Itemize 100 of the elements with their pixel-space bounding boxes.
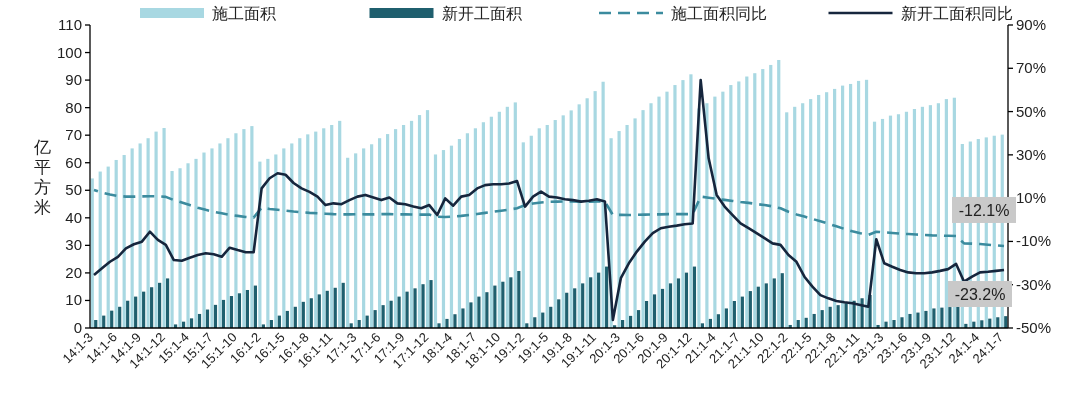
bar (644, 301, 649, 328)
bar (681, 80, 685, 328)
bar (673, 85, 677, 328)
bar (801, 103, 805, 328)
legend-label: 新开工面积 (441, 5, 522, 22)
bar (126, 300, 130, 328)
bar (413, 288, 417, 328)
bar (114, 159, 118, 328)
bar (748, 291, 752, 328)
bar (170, 170, 174, 328)
bar (565, 292, 569, 328)
bar (777, 59, 781, 328)
bar (924, 310, 928, 328)
bar (142, 291, 146, 328)
bar (509, 277, 513, 328)
bar (162, 128, 166, 328)
bar (772, 278, 776, 328)
bar (306, 134, 310, 328)
bar (908, 313, 912, 328)
y-tick-label: 0 (73, 319, 82, 336)
bar (314, 131, 318, 328)
bar (282, 148, 286, 328)
bar (676, 278, 681, 328)
bar (469, 302, 473, 328)
bar (928, 105, 933, 328)
bar (769, 64, 773, 328)
bar (517, 270, 521, 328)
bar (505, 106, 509, 328)
bar (405, 291, 409, 328)
bar (146, 138, 150, 328)
bar (569, 110, 573, 328)
bar (501, 281, 505, 328)
bar (753, 73, 757, 328)
bar (253, 285, 257, 328)
bar (409, 120, 414, 328)
bar (130, 148, 134, 328)
bar (657, 96, 661, 328)
legend-label: 施工面积同比 (671, 5, 767, 22)
bar (888, 115, 893, 328)
y-tick-label: 50 (65, 181, 82, 199)
bar (362, 148, 366, 328)
bar (665, 91, 669, 328)
bar (477, 296, 481, 328)
bar (761, 69, 765, 328)
bar (652, 294, 657, 328)
bar (317, 294, 321, 328)
bar (625, 124, 629, 328)
bar (266, 158, 270, 328)
bar (856, 80, 861, 328)
bar (497, 111, 501, 328)
y-tick-label: 10 (65, 291, 82, 309)
bar (165, 278, 170, 328)
bar (884, 321, 888, 328)
bar (202, 152, 206, 328)
y-tick-label: 100 (56, 43, 82, 61)
bar (729, 85, 733, 328)
bar (721, 91, 725, 328)
bar (445, 318, 449, 328)
y2-tick-label: -50% (1016, 319, 1052, 336)
bar (333, 287, 337, 328)
bar (210, 148, 214, 328)
y2-tick-label: -10% (1016, 232, 1052, 250)
bar (234, 133, 238, 328)
bar (346, 157, 350, 328)
bar (793, 106, 797, 328)
annotation: -12.1% (958, 201, 1010, 219)
bar (341, 282, 345, 328)
y-tick-label: 90 (65, 71, 82, 89)
bar (138, 143, 142, 328)
bar (178, 168, 182, 328)
bar (573, 288, 577, 328)
bar (513, 102, 517, 328)
bar (825, 92, 829, 328)
legend-label: 新开工面积同比 (900, 5, 1013, 22)
bar (649, 103, 653, 328)
bar (397, 296, 401, 328)
bar (529, 135, 533, 328)
bar (553, 120, 557, 328)
bar (836, 305, 840, 328)
y-tick-label: 80 (65, 98, 82, 116)
bar (461, 308, 465, 328)
bar (433, 154, 438, 328)
bar (194, 158, 198, 328)
bar (944, 99, 948, 328)
bar (605, 266, 609, 328)
bar (545, 124, 549, 328)
bar (274, 154, 278, 328)
bar (617, 131, 621, 328)
bar (354, 153, 358, 328)
bar (338, 120, 342, 328)
bar (740, 296, 744, 328)
y2-tick-label: 70% (1016, 59, 1047, 77)
bar (158, 282, 162, 328)
bar (229, 296, 234, 328)
bar (325, 290, 329, 328)
bar (250, 126, 254, 328)
bar (833, 88, 837, 328)
annotation: -23.2% (954, 286, 1006, 303)
y2-tick-label: -30% (1016, 275, 1052, 293)
bar (585, 98, 589, 328)
